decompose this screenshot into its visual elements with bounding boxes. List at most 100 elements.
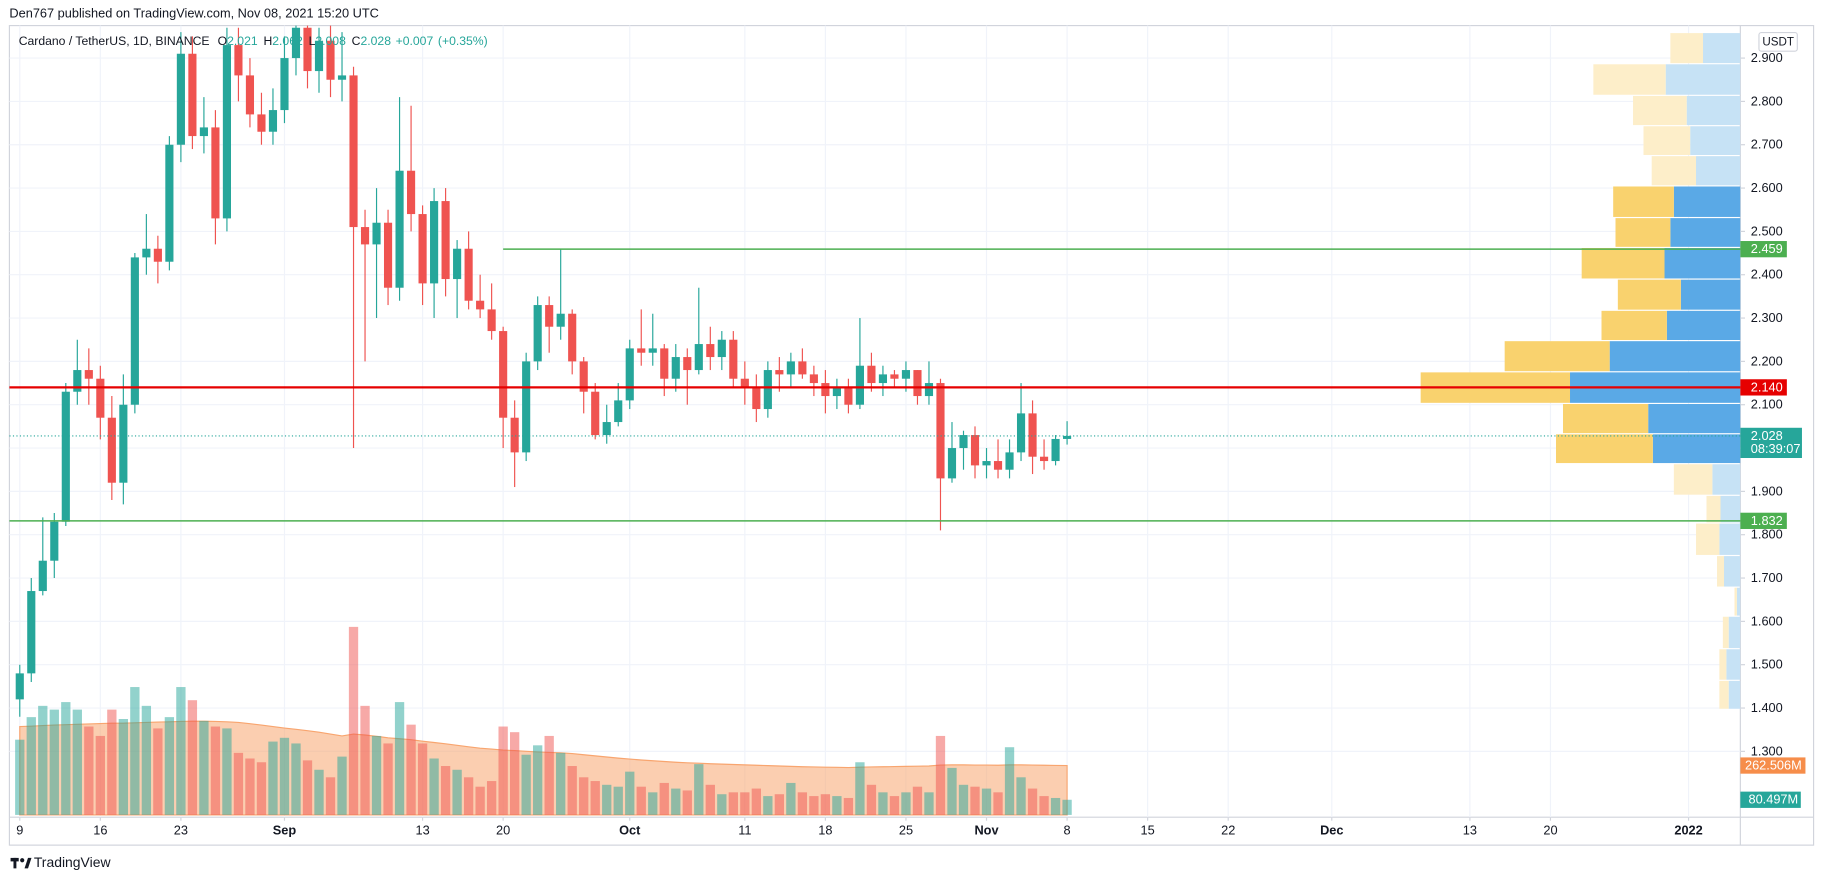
- volume-bar: [843, 797, 854, 815]
- candle-body: [280, 58, 289, 111]
- candle-body: [1039, 456, 1049, 462]
- volume-bar: [567, 766, 577, 815]
- candle-body: [556, 313, 565, 327]
- x-tick-label: 9: [16, 823, 23, 838]
- profile-up: [1719, 523, 1741, 555]
- candle-body: [418, 214, 427, 284]
- y-tick-label: 2.900: [1751, 50, 1783, 65]
- level-label: 2.459: [1751, 241, 1783, 256]
- profile-down: [1719, 680, 1729, 709]
- profile-down: [1615, 218, 1671, 247]
- candle-body: [717, 339, 726, 358]
- candle-body: [982, 461, 991, 466]
- candle-body: [1028, 413, 1037, 457]
- volume-bar: [406, 724, 416, 815]
- volume-bar: [141, 705, 152, 815]
- candle-body: [15, 673, 24, 700]
- currency[interactable]: USDT: [1762, 35, 1794, 48]
- candle-body: [683, 357, 692, 371]
- x-tick-label: 8: [1064, 823, 1071, 838]
- volume-bar: [325, 777, 336, 815]
- level-label: 1.832: [1751, 513, 1783, 528]
- profile-up: [1726, 649, 1741, 680]
- volume-bar: [970, 786, 980, 815]
- candle-body: [671, 357, 680, 379]
- candle-body: [625, 348, 634, 401]
- volume-bar: [1016, 777, 1026, 815]
- x-tick-label: 11: [738, 823, 751, 838]
- profile-up: [1686, 95, 1741, 126]
- candle-body: [487, 309, 496, 332]
- candle-body: [383, 222, 393, 288]
- profile-up: [1609, 341, 1741, 372]
- volume-bar: [187, 700, 198, 815]
- y-tick-label: 1.500: [1751, 657, 1783, 672]
- candle-body: [568, 313, 577, 362]
- legend-ohlc-label: H: [263, 34, 272, 48]
- profile-up: [1652, 434, 1741, 464]
- candle-body: [740, 378, 749, 388]
- axes: 2.900 2.800 2.700 2.600 2.500 2.400 2.300 2.200…: [16, 50, 1783, 838]
- y-tick-label: 2.600: [1751, 180, 1783, 195]
- volume-bar: [279, 737, 290, 815]
- candle-body: [245, 75, 255, 115]
- candle-body: [453, 248, 462, 280]
- candle-body: [545, 305, 554, 327]
- candle-body: [913, 370, 922, 397]
- x-tick-label: 13: [1463, 823, 1477, 838]
- x-tick-label: 16: [93, 823, 107, 838]
- level-label-box: [1740, 379, 1787, 396]
- volume-bar: [625, 771, 635, 815]
- legend-ohlc-label: L: [309, 34, 316, 48]
- candle-body: [729, 339, 738, 379]
- x-tick-label: 23: [174, 823, 188, 838]
- volume-bar: [728, 792, 738, 815]
- volume-bar: [268, 741, 278, 815]
- volume-bar: [486, 781, 497, 815]
- volume-label: 80.497M: [1748, 792, 1798, 807]
- volume-bar: [912, 786, 923, 815]
- volume-bar: [176, 687, 186, 815]
- y-tick-label: 2.300: [1751, 310, 1783, 325]
- candle-body: [798, 361, 807, 375]
- volume-pane: [15, 626, 1072, 816]
- volume-label-box: [1740, 791, 1801, 808]
- currency-box[interactable]: [1758, 31, 1798, 52]
- volume-bar: [740, 792, 750, 815]
- volume-bar: [533, 745, 543, 815]
- x-tick-label: Oct: [619, 823, 641, 838]
- volume-bar: [49, 709, 59, 815]
- volume-bar: [889, 796, 900, 815]
- candle-body: [614, 400, 623, 423]
- volume-bar: [475, 786, 485, 815]
- volume-bar: [1050, 797, 1061, 815]
- volume-bar: [1004, 747, 1015, 815]
- candle-body: [349, 75, 358, 228]
- y-tick-label: 1.300: [1751, 743, 1783, 758]
- profile-up: [1690, 126, 1741, 155]
- volume-bar: [360, 705, 370, 815]
- volume-ma-label: 262.506M: [1745, 758, 1802, 773]
- x-tick-label: 15: [1141, 823, 1155, 838]
- candle-body: [878, 374, 888, 384]
- y-tick-label: 2.200: [1751, 353, 1783, 368]
- profile-down: [1563, 403, 1649, 434]
- profile-down: [1613, 186, 1674, 217]
- y-tick-label: 2.800: [1751, 93, 1783, 108]
- candle-body: [84, 370, 93, 379]
- volume-bar: [797, 792, 808, 815]
- profile-down: [1717, 556, 1725, 587]
- volume-bar: [648, 792, 658, 815]
- candle-body: [499, 331, 508, 418]
- volume-bar: [924, 792, 934, 815]
- profile-down: [1593, 64, 1666, 95]
- candle-body: [947, 448, 957, 479]
- candle-body: [27, 591, 36, 674]
- volume-bar: [671, 788, 681, 815]
- candle-body: [579, 361, 588, 392]
- profile-down: [1651, 156, 1697, 186]
- x-tick-label: 13: [415, 823, 429, 838]
- candle-body: [832, 387, 841, 397]
- candle-body: [464, 248, 473, 301]
